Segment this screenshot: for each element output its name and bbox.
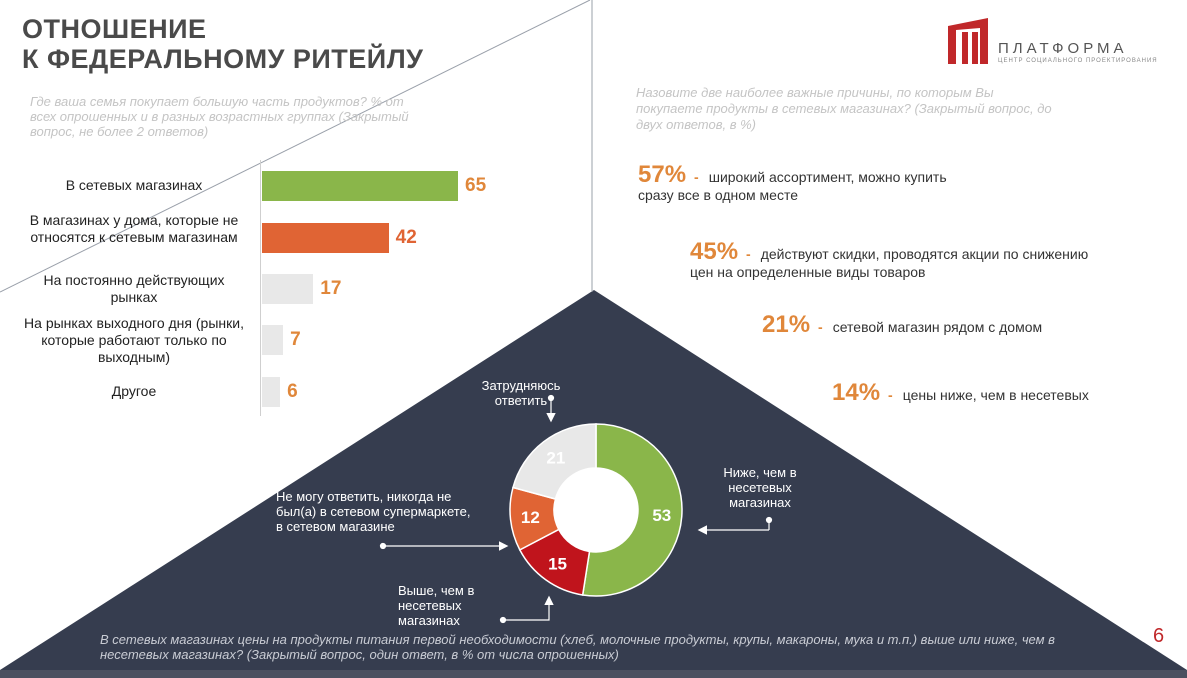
- bar-1: [262, 171, 458, 201]
- callout-higher: Выше, чем в несетевых магазинах: [398, 583, 498, 628]
- bar-category-label-5: Другое: [111, 383, 157, 399]
- reason-dash-1: -: [694, 169, 699, 185]
- callout-cannot-answer-text: Не могу ответить, никогда не был(а) в се…: [276, 489, 471, 534]
- bar-category-label-3: На постоянно действующих рынках: [43, 272, 225, 305]
- reason-text-1: широкий ассортимент, можно купить сразу …: [638, 169, 947, 203]
- reason-pct-3: 21%: [762, 311, 811, 338]
- bar-value-label-4: 7: [290, 329, 301, 350]
- callout-lower: Ниже, чем в несетевых магазинах: [710, 465, 810, 510]
- title-line-1: ОТНОШЕНИЕ: [22, 14, 207, 44]
- reason-dash-2: -: [746, 246, 751, 262]
- bar-category-label-1: В сетевых магазинах: [65, 177, 203, 193]
- bar-value-label-2: 42: [395, 227, 417, 248]
- right-question: Назовите две наиболее важные причины, по…: [636, 85, 1052, 132]
- bar-axis-line: [260, 160, 261, 416]
- footer-question: В сетевых магазинах цены на продукты пит…: [100, 632, 1055, 662]
- reason-item-1: 57% - широкий ассортимент, можно купить ср…: [638, 163, 968, 204]
- callout-lower-text: Ниже, чем в несетевых магазинах: [723, 465, 797, 510]
- reason-pct-2: 45%: [690, 238, 739, 265]
- reason-item-4: 14% - цены ниже, чем в несетевых: [832, 381, 1152, 405]
- divider-line-left: [0, 0, 591, 293]
- reason-dash-3: -: [818, 319, 823, 335]
- reason-text-3: сетевой магазин рядом с домом: [832, 319, 1043, 335]
- bar-value-label-3: 17: [320, 278, 342, 299]
- bar-value-label-5: 6: [287, 381, 298, 402]
- callout-hard-to-answer: Затрудняюсь ответить: [462, 378, 580, 408]
- reason-item-2: 45% - действуют скидки, проводятся акции п…: [690, 240, 1090, 281]
- reason-pct-4: 14%: [832, 379, 881, 406]
- callout-cannot-answer: Не могу ответить, никогда не был(а) в се…: [276, 489, 476, 534]
- callout-hard-to-answer-text: Затрудняюсь ответить: [481, 378, 561, 408]
- reason-item-3: 21% - сетевой магазин рядом с домом: [762, 313, 1122, 337]
- bar-5: [262, 377, 281, 407]
- reason-dash-4: -: [888, 387, 893, 403]
- bar-3: [262, 274, 314, 304]
- callout-higher-text: Выше, чем в несетевых магазинах: [398, 583, 475, 628]
- logo-name: ПЛАТФОРМА: [998, 40, 1128, 57]
- title-line-2: К ФЕДЕРАЛЬНОМУ РИТЕЙЛУ: [22, 44, 424, 74]
- bar-4: [262, 325, 284, 355]
- logo-icon: [948, 18, 988, 64]
- logo-subtitle: ЦЕНТР СОЦИАЛЬНОГО ПРОЕКТИРОВАНИЯ: [998, 58, 1158, 64]
- bar-category-label-2: В магазинах у дома, которые не относятся…: [29, 212, 239, 245]
- page-number: 6: [1153, 625, 1165, 647]
- reason-text-4: цены ниже, чем в несетевых: [902, 387, 1089, 403]
- page-title: ОТНОШЕНИЕ К ФЕДЕРАЛЬНОМУ РИТЕЙЛУ: [22, 14, 423, 74]
- bar-2: [262, 223, 389, 253]
- footer-strip: [0, 670, 1187, 678]
- reason-text-2: действуют скидки, проводятся акции по сн…: [690, 246, 1089, 280]
- left-question: Где ваша семья покупает большую часть пр…: [30, 94, 409, 139]
- reason-pct-1: 57%: [638, 161, 687, 188]
- bar-category-label-4: На рынках выходного дня (рынки, которые …: [24, 315, 244, 365]
- bar-value-label-1: 65: [465, 175, 487, 196]
